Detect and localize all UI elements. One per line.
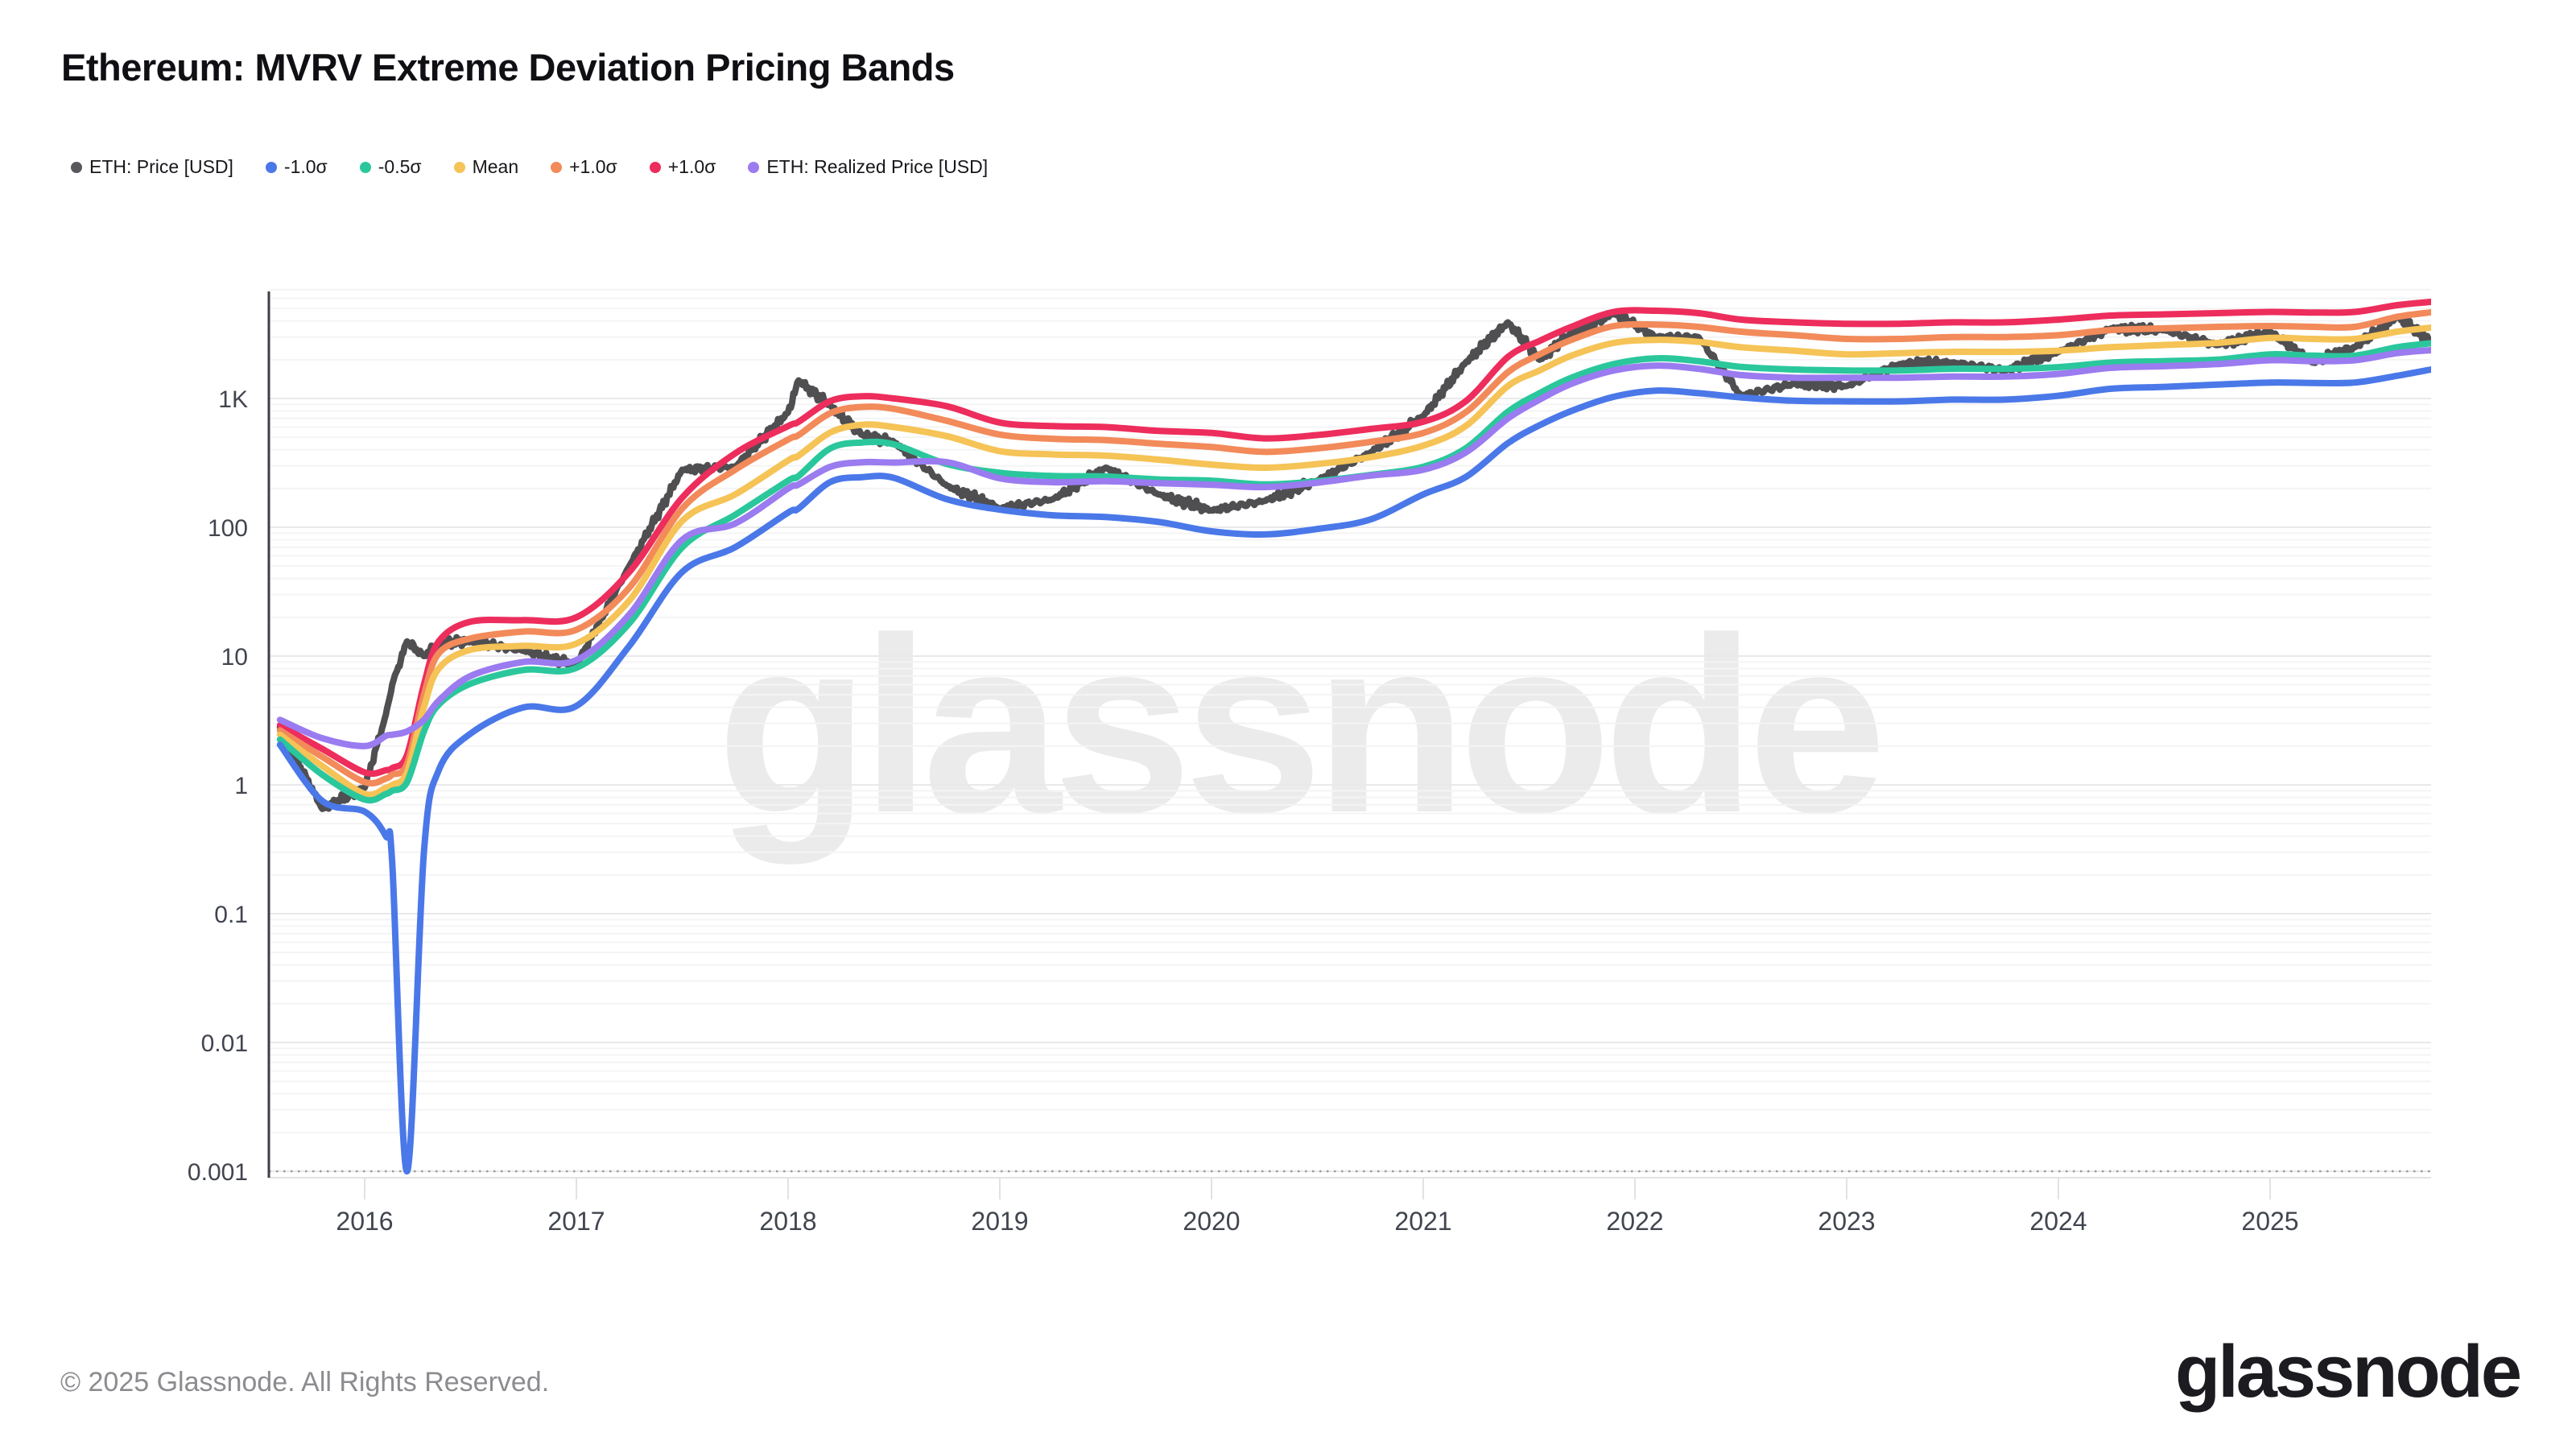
x-axis-label: 2021	[1394, 1207, 1451, 1236]
legend-dot-icon	[748, 161, 760, 173]
legend-item-0[interactable]: ETH: Price [USD]	[71, 156, 233, 178]
legend-item-label: -1.0σ	[283, 156, 328, 177]
x-axis-label: 2024	[2029, 1207, 2087, 1236]
y-axis-label: 10	[221, 644, 248, 671]
series-eth-price	[276, 310, 2431, 812]
series-realized-price	[276, 347, 2431, 749]
legend-item-label: ETH: Price [USD]	[89, 156, 233, 177]
footer-copyright: © 2025 Glassnode. All Rights Reserved.	[60, 1367, 550, 1397]
x-axis-label: 2023	[1818, 1207, 1875, 1236]
series-mean	[276, 324, 2431, 799]
page-title: Ethereum: MVRV Extreme Deviation Pricing…	[61, 46, 955, 89]
legend-item-label: +1.0σ	[667, 156, 716, 177]
legend-dot-icon	[265, 161, 277, 173]
legend-dot-icon	[649, 161, 661, 173]
x-axis-label: 2017	[547, 1207, 605, 1236]
legend-item-6[interactable]: ETH: Realized Price [USD]	[748, 156, 988, 178]
series-band-upper-inner	[276, 308, 2431, 787]
series-band-lower-outer	[276, 366, 2431, 1175]
y-axis-label: 0.1	[214, 902, 248, 928]
y-axis-label: 1	[234, 773, 248, 799]
series-band-upper-outer	[276, 299, 2431, 778]
x-axis-label: 2022	[1606, 1207, 1663, 1236]
x-axis-label: 2020	[1183, 1207, 1240, 1236]
x-axis-label: 2018	[759, 1207, 816, 1236]
legend-dot-icon	[71, 161, 82, 173]
legend-item-label: ETH: Realized Price [USD]	[766, 156, 989, 177]
legend-item-3[interactable]: Mean	[453, 156, 519, 178]
legend-item-4[interactable]: +1.0σ	[551, 156, 617, 178]
legend-item-label: -0.5σ	[378, 156, 422, 177]
legend-item-1[interactable]: -1.0σ	[265, 156, 328, 178]
legend-dot-icon	[359, 161, 371, 173]
y-axis-label: 0.01	[201, 1030, 248, 1057]
legend-dot-icon	[551, 161, 563, 173]
y-axis-label: 0.001	[188, 1159, 248, 1186]
y-axis-label: 1K	[218, 386, 248, 413]
legend: ETH: Price [USD] -1.0σ -0.5σ Mean +1.0σ +1.0σ…	[71, 156, 988, 178]
legend-item-2[interactable]: -0.5σ	[359, 156, 422, 178]
x-axis-label: 2025	[2241, 1207, 2298, 1236]
legend-item-5[interactable]: +1.0σ	[649, 156, 716, 178]
watermark: glassnode	[716, 585, 1880, 866]
x-axis-label: 2019	[971, 1207, 1028, 1236]
x-axis-label: 2016	[336, 1207, 393, 1236]
y-axis-label: 100	[208, 515, 248, 542]
legend-dot-icon	[453, 161, 465, 173]
legend-item-label: Mean	[472, 156, 519, 177]
glassnode-logo: glassnode	[2175, 1331, 2522, 1413]
legend-item-label: +1.0σ	[569, 156, 617, 177]
